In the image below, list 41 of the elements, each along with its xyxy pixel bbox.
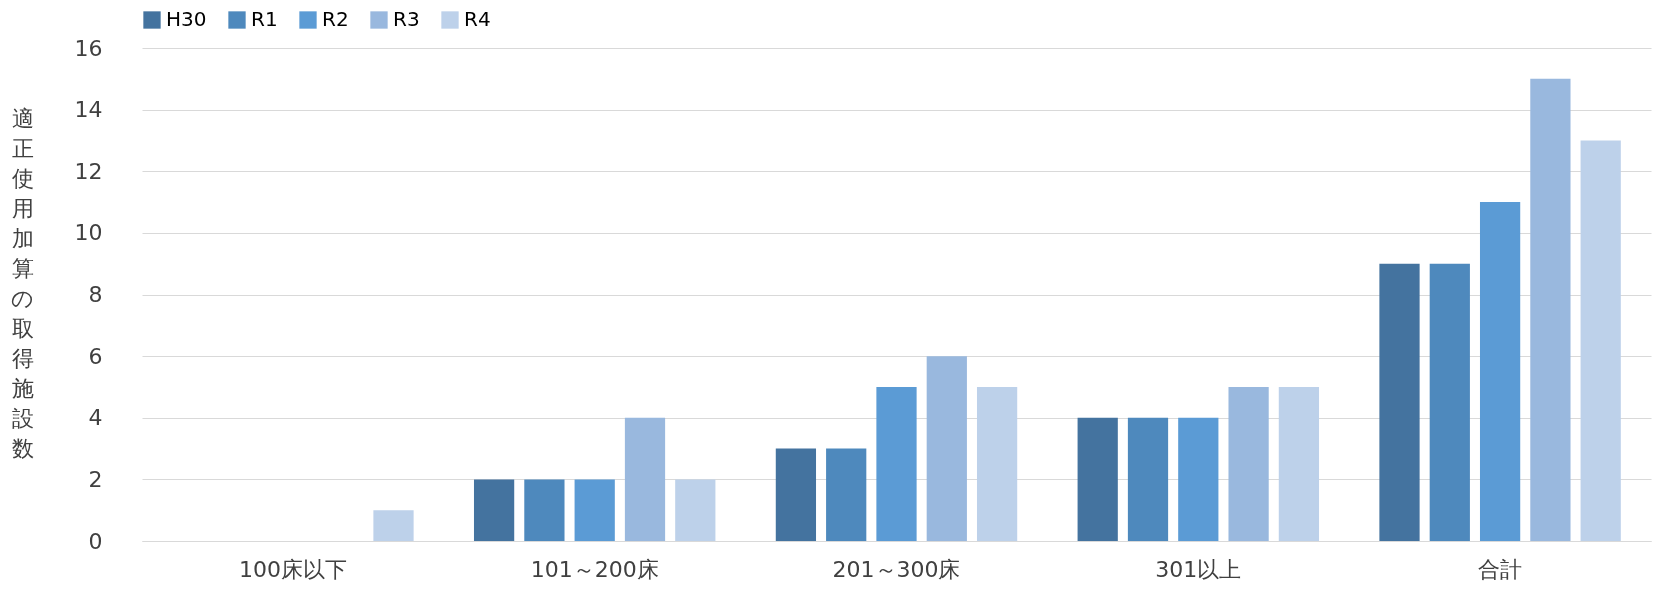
bar [1429,263,1470,541]
bar [826,448,867,541]
bar [775,448,817,541]
bar [1228,386,1269,541]
x-tick-label: 101～200床 [530,556,659,582]
bar [876,386,917,541]
bar [1127,417,1169,541]
legend-label: R4 [464,7,491,31]
bar [1077,417,1118,541]
bar [1379,263,1420,541]
legend-label: H30 [166,7,207,31]
legend-label: R3 [393,7,420,31]
y-tick-label: 10 [74,220,103,246]
y-tick-label: 12 [74,158,103,184]
bar [1178,417,1219,541]
x-tick-label: 201～300床 [832,556,961,582]
text: 適正使用加算の取得施設数 [11,105,34,461]
legend-label: R1 [251,7,278,31]
bar [675,479,716,541]
y-tick-label: 6 [88,343,103,369]
y-tick-label: 8 [88,282,103,307]
bar [926,356,967,541]
x-tick-label: 100床以下 [238,556,347,582]
y-tick-label: 0 [88,528,103,554]
bar [976,386,1018,541]
bar [473,479,515,541]
bar [1580,140,1621,541]
bar [373,510,414,541]
legend-label: R2 [322,7,349,31]
x-tick-label: 301以上 [1155,556,1242,582]
y-tick-label: 14 [74,97,103,123]
bar [524,479,565,541]
bar [624,417,666,541]
y-tick-label: 16 [74,35,103,61]
x-tick-label: 合計 [1478,556,1523,582]
y-tick-label: 4 [88,405,103,431]
bar [1278,386,1320,541]
y-tick-label: 2 [88,466,103,492]
bar [1479,202,1521,541]
bar [574,479,615,541]
bar [1530,78,1571,541]
